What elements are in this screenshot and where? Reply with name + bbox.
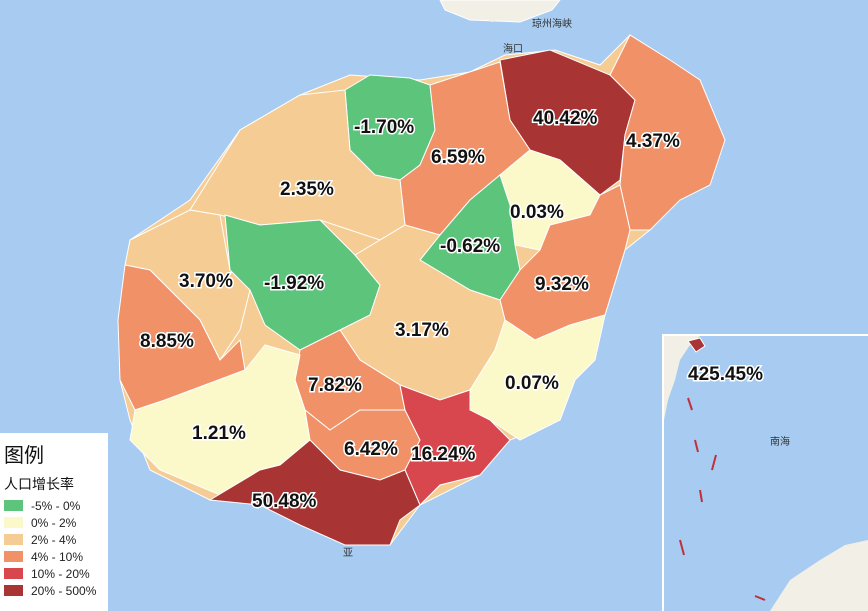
label-dongfang: 8.85%: [140, 331, 194, 352]
label-wuzhishan: 7.82%: [308, 375, 362, 396]
legend-swatch: [4, 551, 23, 562]
legend-swatch: [4, 568, 23, 579]
legend-item: 20% - 500%: [4, 582, 104, 599]
place-south-sea: 南海: [770, 435, 790, 448]
label-qionghai-north: -0.62%: [440, 236, 500, 257]
legend-item: 10% - 20%: [4, 565, 104, 582]
label-chengmai: -1.70%: [354, 117, 414, 138]
label-baoting: 6.42%: [344, 439, 398, 460]
legend-swatch: [4, 517, 23, 528]
label-qiongzhong: 3.17%: [395, 320, 449, 341]
label-wenchang: 4.37%: [626, 131, 680, 152]
legend-item-label: 4% - 10%: [31, 549, 84, 564]
label-lingao-west: 3.70%: [179, 271, 233, 292]
legend-item: 4% - 10%: [4, 548, 104, 565]
inset-borneo: [770, 540, 868, 611]
legend-item: 2% - 4%: [4, 531, 104, 548]
mainland-coast: [439, 0, 561, 23]
legend-swatch: [4, 585, 23, 596]
place-haikou: 海口: [503, 42, 523, 55]
inset-mainland: [664, 336, 700, 420]
inset-frame: [662, 334, 868, 611]
label-haikou-core: 40.42%: [533, 108, 598, 129]
label-wanning: 0.07%: [505, 373, 559, 394]
legend-item: -5% - 0%: [4, 497, 104, 514]
legend-subtitle: 人口增长率: [4, 476, 74, 492]
legend-swatch: [4, 500, 23, 511]
label-ledong: 1.21%: [192, 423, 246, 444]
islet: [488, 14, 496, 22]
region-sanya[interactable]: [208, 439, 421, 546]
place-sanya: 亚: [343, 548, 353, 559]
place-strait: 琼州海峡: [532, 17, 572, 30]
inset-region-sansha[interactable]: [687, 337, 706, 353]
legend: 图例 人口增长率 -5% - 0% 0% - 2% 2% - 4% 4% - 1…: [0, 433, 108, 611]
label-tunchang: 0.03%: [510, 202, 564, 223]
label-dingan: 6.59%: [431, 147, 485, 168]
legend-item-label: 20% - 500%: [31, 583, 97, 598]
legend-item-label: 2% - 4%: [31, 532, 77, 547]
legend-swatch: [4, 534, 23, 545]
label-danzhou: 2.35%: [280, 179, 334, 200]
region-lingshui[interactable]: [399, 384, 511, 506]
legend-item-label: 10% - 20%: [31, 566, 90, 581]
legend-title: 图例: [4, 445, 44, 467]
label-qionghai: 9.32%: [535, 274, 589, 295]
label-lingshui: 16.24%: [411, 444, 476, 465]
label-sansha: 425.45%: [688, 364, 763, 385]
legend-item-label: -5% - 0%: [31, 498, 81, 513]
legend-item-label: 0% - 2%: [31, 515, 77, 530]
region-wenchang[interactable]: [609, 34, 726, 231]
label-sanya: 50.48%: [252, 491, 317, 512]
nine-dash-line: [679, 397, 766, 601]
label-baisha: -1.92%: [264, 273, 324, 294]
legend-item: 0% - 2%: [4, 514, 104, 531]
